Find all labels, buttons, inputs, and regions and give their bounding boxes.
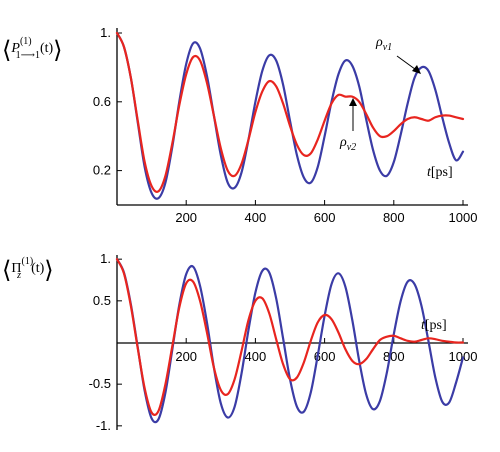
- top-xlabel-unit: [ps]: [431, 165, 453, 180]
- top-ylabel-main: P: [10, 41, 20, 56]
- bottom-xlabel-main: t: [421, 318, 426, 333]
- annotation-rho-v1-sub: v1: [383, 42, 392, 53]
- bottom-ylabel-arg: (t): [31, 261, 45, 276]
- top-ylabel-sub: 1⟶1: [16, 50, 40, 61]
- bottom-y-ticks: -1. -0.5 0.5 1.: [89, 251, 122, 433]
- top-y-tick-label: 0.2: [93, 163, 111, 178]
- bottom-x-tick-label: 400: [245, 349, 267, 364]
- top-x-tick-label: 200: [175, 210, 197, 225]
- annotation-rho-v1-arrowhead: [412, 65, 421, 74]
- bottom-y-tick-label: 0.5: [93, 293, 111, 308]
- top-x-ticks: 200 400 600 800 1000: [175, 200, 477, 225]
- bottom-ylabel-sub: z: [16, 270, 21, 281]
- annotation-rho-v2-sub: v2: [347, 142, 356, 153]
- annotation-rho-v2-arrowhead: [349, 98, 357, 106]
- top-series-line-rho-v2: [115, 31, 465, 193]
- top-ylabel-sup: (1): [20, 36, 32, 47]
- top-ylabel-arg: (t): [40, 41, 54, 56]
- top-ylabel: ⟨P(1) 1⟶1(t)⟩: [2, 36, 63, 64]
- top-ylabel-open: ⟨: [2, 38, 11, 64]
- bottom-ylabel-open: ⟨: [2, 258, 11, 284]
- top-xlabel-main: t: [427, 165, 432, 180]
- top-y-ticks: 0.2 0.6 1.: [93, 25, 122, 178]
- annotation-rho-v2-base: ρ: [339, 135, 347, 150]
- top-y-tick-label: 1.: [100, 25, 111, 40]
- top-series-group: [115, 31, 465, 200]
- bottom-xlabel: t[ps]: [421, 318, 447, 333]
- bottom-ylabel-main: Π: [11, 261, 21, 276]
- bottom-x-tick-label: 800: [383, 349, 405, 364]
- top-y-tick-label: 0.6: [93, 94, 111, 109]
- top-chart: ⟨P(1) 1⟶1(t)⟩ 200 400 600 800 1000 0.2 0.6 1. t…: [2, 25, 477, 225]
- bottom-y-tick-label: -0.5: [89, 376, 111, 391]
- bottom-series-group: [115, 258, 465, 424]
- bottom-ylabel-close: ⟩: [44, 258, 53, 284]
- top-xlabel: t[ps]: [427, 165, 453, 180]
- top-x-tick-label: 800: [383, 210, 405, 225]
- bottom-xlabel-unit: [ps]: [425, 318, 447, 333]
- bottom-y-tick-label: -1.: [96, 418, 111, 433]
- top-x-tick-label: 1000: [449, 210, 478, 225]
- bottom-y-tick-label: 1.: [100, 251, 111, 266]
- annotation-rho-v1-base: ρ: [375, 35, 383, 50]
- top-ylabel-close: ⟩: [53, 38, 62, 64]
- bottom-ylabel: ⟨Π(1) z (t)⟩: [2, 256, 54, 284]
- annotation-rho-v2: ρv2: [339, 135, 356, 153]
- top-x-tick-label: 400: [245, 210, 267, 225]
- annotation-rho-v1: ρv1: [375, 35, 392, 53]
- bottom-ylabel-sup: (1): [22, 256, 34, 267]
- bottom-x-tick-label: 200: [175, 349, 197, 364]
- bottom-chart: ⟨Π(1) z (t)⟩ 200 400 600 800 1000 -1.-0.50.51.…: [2, 251, 477, 433]
- bottom-series-line-rho-v2: [115, 258, 465, 416]
- top-series-line-rho-v1: [115, 31, 465, 200]
- top-x-tick-label: 600: [314, 210, 336, 225]
